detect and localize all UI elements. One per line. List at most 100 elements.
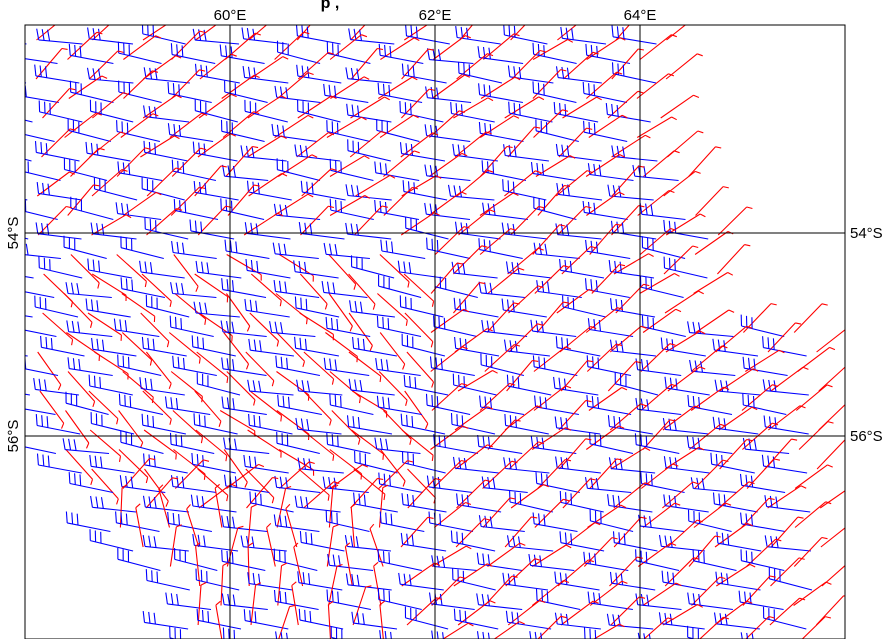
wind-barb-red xyxy=(250,582,262,626)
wind-barb-blue xyxy=(296,379,343,396)
wind-barb-blue xyxy=(221,593,268,611)
wind-barb-red xyxy=(37,205,73,236)
wind-barb-blue xyxy=(297,99,341,123)
wind-barb-blue xyxy=(321,281,368,299)
wind-barb-blue xyxy=(273,203,321,221)
wind-barb-red xyxy=(142,25,167,41)
latitude-label-right: 54°S xyxy=(850,225,883,242)
wind-barb-blue xyxy=(713,612,760,630)
wind-barb-blue xyxy=(249,491,294,513)
wind-barb-red xyxy=(122,371,154,403)
wind-barb-blue xyxy=(399,295,444,318)
wind-barb-red xyxy=(662,604,703,626)
wind-barb-blue xyxy=(118,393,164,416)
wind-barb-blue xyxy=(242,66,289,84)
wind-barb-blue xyxy=(25,446,57,455)
wind-barb-blue xyxy=(663,256,708,279)
wind-barb-blue xyxy=(535,119,579,143)
wind-barb-blue xyxy=(67,357,113,377)
wind-barb-blue xyxy=(172,355,217,377)
wind-barb-blue xyxy=(503,457,550,474)
wind-barb-blue xyxy=(482,202,528,221)
wind-barb-blue xyxy=(447,184,495,201)
wind-barb-red xyxy=(642,308,682,333)
wind-barb-blue xyxy=(85,298,131,318)
wind-barb-blue xyxy=(607,415,653,435)
wind-barb-red xyxy=(820,527,845,548)
wind-barb-red xyxy=(197,205,232,236)
wind-barb-red xyxy=(68,75,108,99)
wind-barb-blue xyxy=(589,432,634,455)
wind-barb-blue xyxy=(248,338,294,357)
wind-barb-red xyxy=(453,563,493,587)
longitude-label: 60°E xyxy=(214,7,247,24)
wind-barb-blue xyxy=(742,356,788,377)
wind-barb-red xyxy=(797,346,836,372)
wind-barb-blue xyxy=(70,196,114,221)
wind-barb-blue xyxy=(614,372,659,396)
wind-barb-red xyxy=(297,95,337,119)
wind-barb-blue xyxy=(452,568,496,591)
wind-barb-red xyxy=(537,615,567,639)
wind-barb-blue xyxy=(764,495,811,513)
wind-barb-red xyxy=(532,39,574,60)
wind-barb-blue xyxy=(425,86,472,104)
wind-barb-red xyxy=(143,55,182,80)
wind-barb-blue xyxy=(452,456,500,474)
wind-barb-red xyxy=(226,525,244,567)
wind-barb-blue xyxy=(273,280,320,299)
wind-barb-red xyxy=(299,273,328,310)
wind-barb-blue xyxy=(635,358,682,377)
wind-barb-blue xyxy=(323,242,370,260)
wind-barb-blue xyxy=(352,336,397,357)
wind-barb-blue xyxy=(296,64,342,84)
wind-barb-red xyxy=(276,371,310,401)
wind-barb-blue xyxy=(25,158,32,162)
wind-barb-blue xyxy=(556,183,603,201)
wind-barb-red xyxy=(794,464,833,489)
wind-barb-blue xyxy=(271,123,317,143)
wind-barb-red xyxy=(92,25,110,41)
wind-barb-blue xyxy=(632,164,679,182)
wind-barb-red xyxy=(667,519,703,548)
wind-barb-blue xyxy=(63,158,108,182)
wind-barb-red xyxy=(431,545,472,567)
wind-barb-blue xyxy=(504,413,549,435)
wind-barb-red xyxy=(667,130,704,158)
wind-barb-blue xyxy=(687,509,732,533)
wind-barb-red xyxy=(247,95,287,119)
wind-barb-blue xyxy=(662,418,710,435)
wind-barb-blue xyxy=(325,510,370,533)
wind-barb-blue xyxy=(38,100,83,123)
wind-barb-blue xyxy=(297,571,343,591)
wind-barb-red xyxy=(194,165,227,197)
wind-barb-red xyxy=(593,623,625,639)
wind-barb-blue xyxy=(607,184,654,201)
wind-barb-blue xyxy=(25,85,59,104)
wind-barb-blue xyxy=(559,490,604,513)
wind-barb-blue xyxy=(119,475,166,494)
wind-barb-red xyxy=(455,518,491,548)
wind-barb-blue xyxy=(298,608,344,630)
wind-barb-red xyxy=(140,135,180,158)
wind-barb-blue xyxy=(245,258,291,279)
wind-barb-red xyxy=(609,403,647,431)
wind-barb-blue xyxy=(476,631,490,639)
wind-barb-blue xyxy=(297,457,344,474)
wind-barb-blue xyxy=(298,222,345,240)
wind-barb-red xyxy=(70,254,100,289)
wind-barb-blue xyxy=(25,357,59,377)
wind-barb-blue xyxy=(68,472,114,494)
wind-barb-red xyxy=(249,390,283,422)
wind-barb-blue xyxy=(451,261,498,279)
wind-barb-blue xyxy=(554,571,600,591)
wind-barb-blue xyxy=(117,161,163,182)
wind-barb-blue xyxy=(25,133,55,143)
wind-barb-blue xyxy=(398,572,444,591)
wind-barb-red xyxy=(639,34,677,60)
wind-barb-blue xyxy=(450,412,496,435)
wind-barb-blue xyxy=(505,261,552,279)
wind-barb-blue xyxy=(532,81,577,104)
wind-barb-blue xyxy=(716,531,762,552)
wind-barb-red xyxy=(122,457,156,489)
